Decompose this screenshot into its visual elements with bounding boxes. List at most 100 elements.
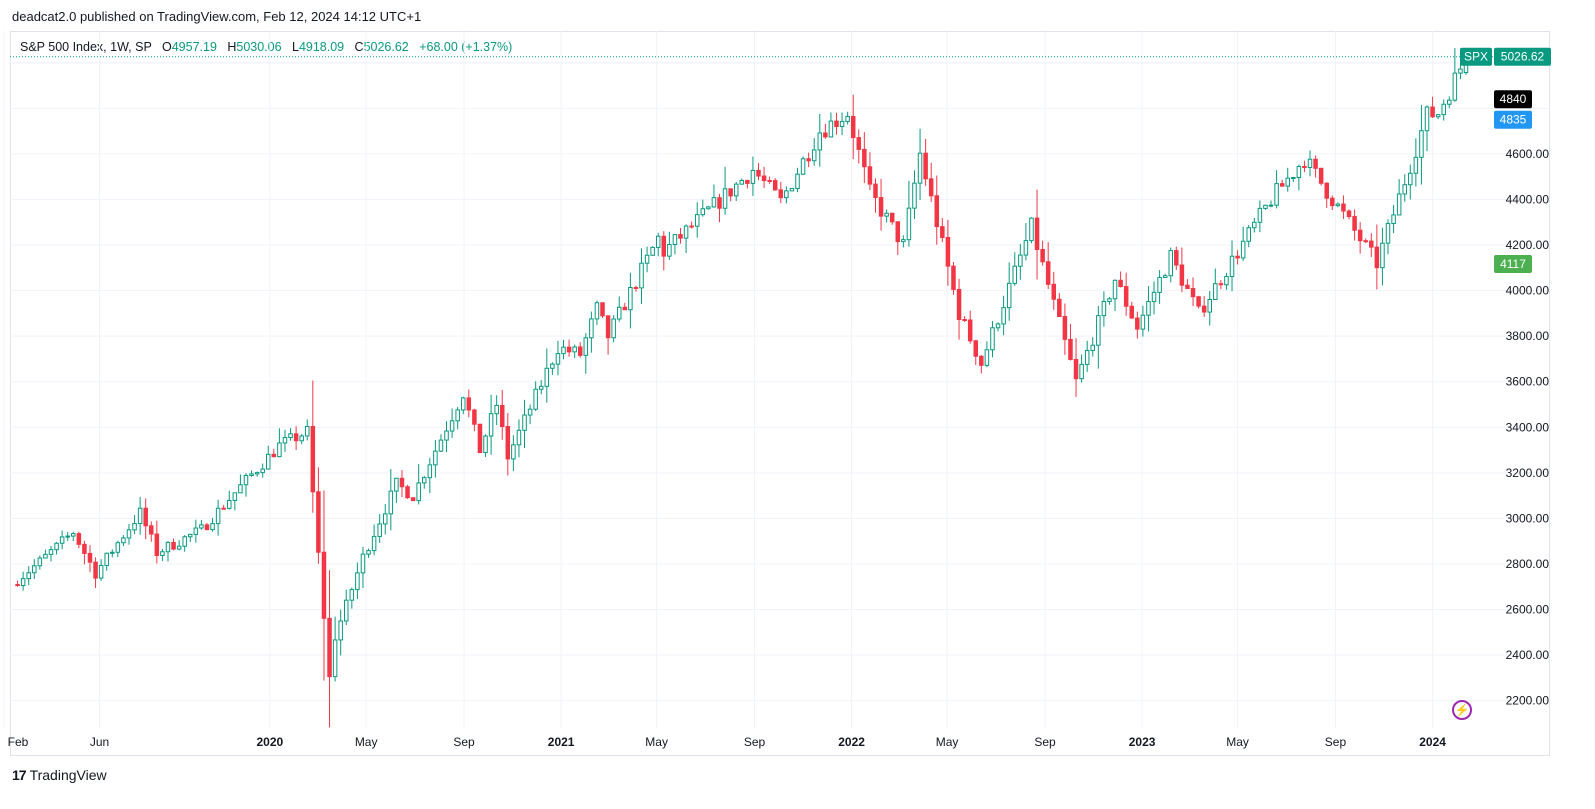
candle xyxy=(895,221,901,255)
candle xyxy=(305,419,310,441)
candle-body xyxy=(661,235,667,257)
y-tick-label: 3200.00 xyxy=(1506,466,1550,480)
candle xyxy=(1057,292,1062,318)
candle-body xyxy=(1235,255,1240,259)
candle-body xyxy=(906,207,912,241)
footer-brand[interactable]: 17 TradingView xyxy=(12,767,107,783)
candle xyxy=(254,471,260,477)
black-price-tag-bg xyxy=(1494,90,1532,109)
candle-body xyxy=(1324,182,1329,199)
candle-body xyxy=(321,551,327,619)
candle xyxy=(856,129,862,164)
candle-body xyxy=(1374,246,1380,269)
candle xyxy=(1380,227,1385,286)
candle xyxy=(1458,63,1463,80)
candle-body xyxy=(984,349,990,366)
candle-body xyxy=(789,188,795,192)
candle-body xyxy=(1424,106,1430,132)
candle xyxy=(544,348,550,403)
candle-body xyxy=(243,474,249,486)
candle xyxy=(828,112,834,138)
candle xyxy=(1084,340,1090,372)
candle xyxy=(923,138,928,186)
candle-body xyxy=(728,188,733,197)
candle-body xyxy=(282,437,288,444)
candle xyxy=(1012,252,1018,286)
chart-frame xyxy=(10,31,1550,756)
candle xyxy=(1201,296,1207,317)
candle xyxy=(1018,243,1023,280)
candle-body xyxy=(1135,317,1140,330)
candle-body xyxy=(1090,344,1096,351)
last-price-tag-bg xyxy=(1494,47,1551,66)
candle-body xyxy=(527,408,533,416)
lightning-bolt-icon[interactable]: ⚡ xyxy=(1452,700,1472,720)
candle xyxy=(204,522,210,531)
candle-body xyxy=(460,397,466,411)
candle xyxy=(1224,272,1229,290)
candle xyxy=(1034,189,1040,280)
candle-body xyxy=(995,323,1001,329)
y-tick-label: 2600.00 xyxy=(1506,603,1550,617)
candle xyxy=(683,224,689,253)
candle xyxy=(834,112,839,135)
candle xyxy=(789,188,795,192)
candle-body xyxy=(689,225,694,228)
candle xyxy=(1257,200,1263,233)
candle xyxy=(1157,270,1162,304)
candle-body xyxy=(806,158,811,162)
candle-body xyxy=(1006,282,1012,309)
candle-body xyxy=(778,189,784,199)
candle-body xyxy=(1396,193,1402,216)
candle xyxy=(26,566,31,586)
candle-body xyxy=(694,214,700,227)
candle-body xyxy=(667,244,672,257)
candle-body xyxy=(1190,288,1196,298)
candle-body xyxy=(934,195,940,228)
candle-body xyxy=(940,226,945,238)
candle-body xyxy=(655,235,661,248)
candle-body xyxy=(928,178,934,197)
candle-body xyxy=(784,190,789,199)
candle xyxy=(850,94,856,160)
candle-body xyxy=(1029,217,1034,242)
candle-body xyxy=(1023,240,1029,256)
candle-body xyxy=(377,523,382,537)
price-axis[interactable]: 2200.00 2400.00 2600.00 2800.00 3000.00 3200.… xyxy=(1506,147,1550,708)
candle xyxy=(1190,277,1196,307)
candle xyxy=(1051,271,1057,310)
candle-body xyxy=(878,197,884,217)
candle xyxy=(1369,233,1374,258)
candle xyxy=(1396,179,1402,216)
candle-body xyxy=(1318,167,1324,184)
candle-body xyxy=(1452,72,1458,101)
candle xyxy=(132,515,137,535)
candle xyxy=(1235,250,1240,265)
candle-body xyxy=(149,525,154,535)
candle-body xyxy=(683,225,689,239)
black-price-tag: 4840 xyxy=(1500,92,1527,106)
candle xyxy=(1029,217,1034,244)
candle xyxy=(1006,262,1012,321)
candle-body xyxy=(182,536,187,547)
candle xyxy=(394,477,399,503)
candle xyxy=(639,248,644,304)
candle-body xyxy=(1101,300,1107,317)
candle xyxy=(967,310,973,344)
candle-body xyxy=(221,507,226,510)
candle xyxy=(282,429,288,452)
candle-body xyxy=(650,246,655,256)
time-axis[interactable]: Feb Jun 2020 May Sep 2021 May Sep 2022 May Sep 2023… xyxy=(8,735,1447,749)
candle-body xyxy=(338,620,343,641)
candle xyxy=(917,128,923,201)
candle-body xyxy=(1391,214,1396,224)
candle xyxy=(499,390,505,440)
candle-body xyxy=(572,346,577,353)
candle-body xyxy=(1274,183,1279,206)
candle xyxy=(583,333,589,374)
candle xyxy=(594,300,600,325)
candle-body xyxy=(1224,275,1229,286)
candle xyxy=(956,278,962,340)
y-tick-label: 3800.00 xyxy=(1506,329,1550,343)
